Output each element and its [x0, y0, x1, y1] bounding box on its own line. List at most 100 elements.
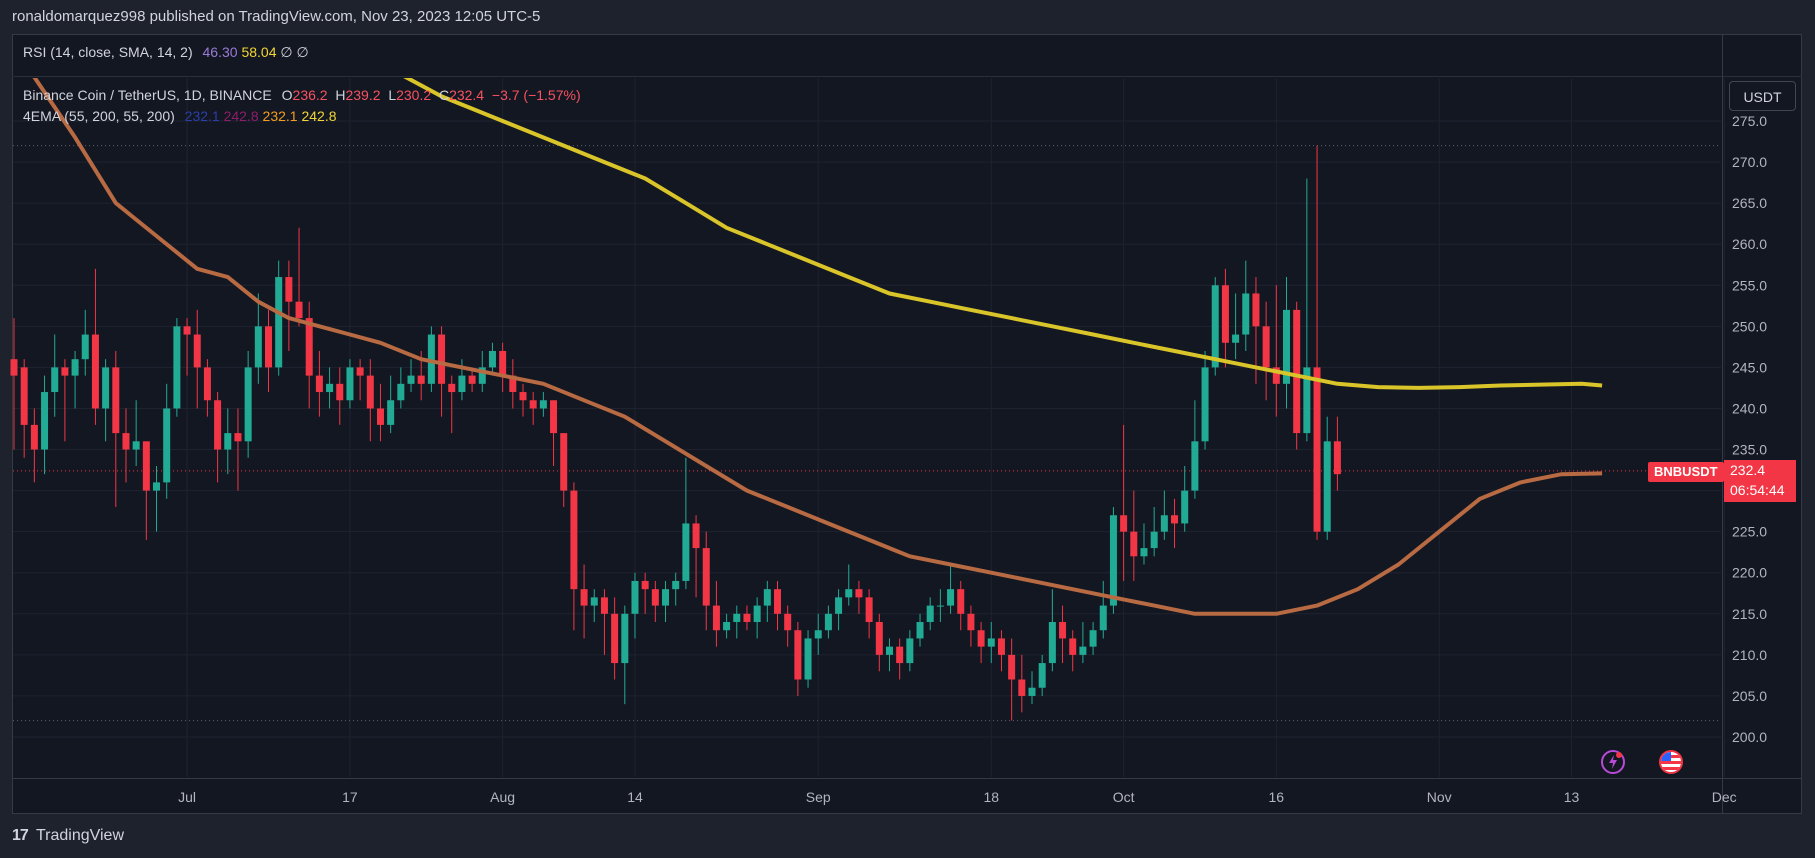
candle-body — [214, 400, 222, 450]
candle-body — [427, 334, 435, 384]
high-label: H — [335, 87, 346, 103]
rsi-pane-separator[interactable] — [12, 76, 1802, 77]
candle-body — [1028, 687, 1036, 696]
time-axis-border — [12, 778, 1802, 779]
candle-body — [906, 638, 914, 664]
x-tick-label: Dec — [1712, 789, 1737, 805]
candle — [987, 622, 995, 664]
y-tick-label: 205.0 — [1732, 688, 1767, 704]
candle — [672, 572, 680, 606]
candle — [1333, 416, 1341, 491]
ema55-line — [32, 78, 1603, 616]
candle — [1313, 145, 1321, 540]
candle-body — [794, 630, 802, 680]
candle — [682, 457, 690, 590]
us-flag-icon[interactable] — [1659, 750, 1683, 774]
candle — [550, 400, 558, 466]
candle — [397, 367, 405, 409]
candle-body — [112, 367, 120, 434]
candle — [346, 359, 354, 409]
candle-body — [448, 383, 456, 393]
rsi-label: RSI (14, close, SMA, 14, 2) — [23, 44, 193, 60]
candle — [774, 580, 781, 631]
ema-value-2: 242.8 — [223, 108, 259, 124]
candle — [10, 318, 18, 450]
candle-body — [1272, 367, 1280, 384]
close-value: 232.4 — [449, 87, 485, 103]
candle — [936, 589, 944, 623]
candle — [692, 515, 700, 598]
candle — [1140, 523, 1148, 565]
ema-legend[interactable]: 4EMA (55, 200, 55, 200) 232.1 242.8 232.… — [23, 106, 337, 126]
candle — [957, 580, 965, 631]
candle — [1089, 622, 1097, 655]
reference-lines — [13, 145, 1721, 722]
candle — [387, 375, 395, 434]
candle — [193, 309, 201, 409]
candle-body — [753, 605, 761, 623]
x-tick-label: Nov — [1427, 789, 1452, 805]
candle-body — [560, 433, 568, 491]
candle — [1323, 416, 1331, 540]
candle — [1221, 268, 1229, 368]
candle-body — [91, 334, 99, 409]
candle-body — [723, 622, 731, 631]
candle-body — [173, 326, 181, 409]
chart-frame[interactable] — [12, 34, 1802, 814]
candle-body — [183, 326, 191, 335]
currency-button[interactable]: USDT — [1729, 81, 1796, 111]
candle — [906, 630, 914, 672]
candle-body — [1150, 531, 1158, 549]
candle-body — [621, 613, 629, 664]
candle — [20, 359, 28, 458]
candle — [499, 342, 507, 393]
candle-body — [885, 646, 893, 655]
candle-body — [1140, 548, 1148, 557]
candle-body — [814, 630, 822, 639]
ema-label: 4EMA (55, 200, 55, 200) — [23, 108, 175, 124]
candle — [733, 605, 741, 639]
candle-body — [1191, 441, 1199, 491]
x-tick-label: 14 — [627, 789, 643, 805]
candle — [214, 392, 222, 483]
candle-body — [1303, 367, 1311, 434]
x-tick-label: Oct — [1113, 789, 1135, 805]
lightning-icon[interactable] — [1601, 750, 1625, 774]
candle-body — [692, 523, 700, 549]
candle-body — [387, 400, 395, 425]
candle — [305, 301, 313, 409]
candle-body — [61, 367, 69, 376]
candle-body — [1038, 663, 1046, 688]
candle-body — [539, 400, 547, 409]
candle — [1242, 260, 1250, 351]
candle — [529, 392, 537, 425]
candle-body — [1160, 515, 1168, 532]
candle — [173, 318, 181, 417]
candle — [784, 605, 792, 647]
tradingview-footer[interactable]: 17 TradingView — [12, 826, 124, 846]
candle-body — [743, 613, 751, 623]
candle-body — [142, 441, 150, 491]
candle — [947, 564, 955, 614]
candle-body — [499, 350, 507, 376]
candle-body — [295, 301, 303, 319]
candle — [315, 350, 323, 417]
grid-lines — [13, 78, 1725, 777]
candle-body — [957, 589, 965, 614]
candle-body — [784, 613, 792, 631]
y-tick-label: 225.0 — [1732, 524, 1767, 540]
rsi-legend[interactable]: RSI (14, close, SMA, 14, 2) 46.30 58.04 … — [23, 42, 309, 62]
candle — [1181, 465, 1189, 532]
candle-body — [662, 589, 670, 606]
candle-body — [611, 613, 619, 664]
symbol-legend[interactable]: Binance Coin / TetherUS, 1D, BINANCE O23… — [23, 85, 581, 105]
price-axis-border — [1722, 34, 1723, 814]
candle — [81, 309, 89, 376]
candle-body — [1130, 531, 1138, 557]
candle-body — [346, 367, 354, 401]
candle-body — [1069, 638, 1077, 655]
candle — [336, 367, 344, 425]
candle — [997, 630, 1005, 672]
candle — [865, 589, 873, 639]
